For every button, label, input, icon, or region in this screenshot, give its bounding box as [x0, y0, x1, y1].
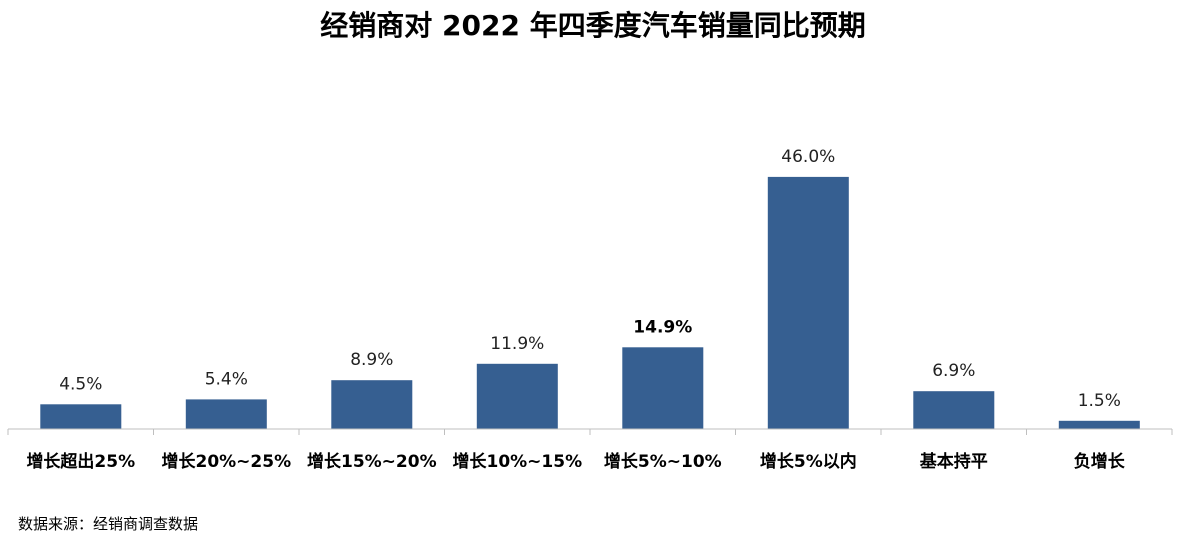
- bar-3: [331, 380, 413, 429]
- source-note: 数据来源：经销商调查数据: [18, 515, 199, 533]
- data-label-5: 14.9%: [633, 317, 692, 337]
- bar-chart: 4.5% 5.4% 8.9% 11.9% 14.9% 46.0% 6.9% 1.5% 增长超出…: [7, 147, 1173, 472]
- data-label-8: 1.5%: [1078, 391, 1121, 411]
- bar-4: [476, 363, 558, 429]
- category-label-3: 增长15%~20%: [307, 451, 437, 472]
- category-label-6: 增长5%以内: [760, 451, 857, 472]
- category-label-8: 负增长: [1074, 451, 1126, 472]
- bar-8: [1058, 420, 1140, 429]
- category-label-4: 增长10%~15%: [452, 451, 582, 472]
- data-label-4: 11.9%: [490, 334, 544, 354]
- data-label-1: 4.5%: [59, 374, 102, 394]
- category-label-2: 增长20%~25%: [161, 451, 291, 472]
- data-label-6: 46.0%: [781, 147, 835, 167]
- category-label-5: 增长5%~10%: [604, 451, 722, 472]
- bar-7: [913, 391, 995, 429]
- chart-title: 经销商对 2022 年四季度汽车销量同比预期: [320, 9, 866, 42]
- x-axis-ticks: [7, 429, 1173, 435]
- data-label-7: 6.9%: [932, 361, 975, 381]
- data-label-3: 8.9%: [350, 350, 393, 370]
- bar-5: [622, 347, 704, 429]
- category-labels-layer: 增长超出25% 增长20%~25% 增长15%~20% 增长10%~15% 增长5%~1…: [26, 451, 1125, 472]
- bar-2: [185, 399, 267, 429]
- category-label-1: 增长超出25%: [26, 451, 135, 472]
- value-labels-layer: 4.5% 5.4% 8.9% 11.9% 14.9% 46.0% 6.9% 1.5%: [59, 147, 1121, 411]
- bars-layer: [40, 176, 1140, 429]
- data-label-2: 5.4%: [205, 369, 248, 389]
- bar-6: [767, 176, 849, 429]
- bar-1: [40, 404, 122, 429]
- category-label-7: 基本持平: [919, 451, 988, 472]
